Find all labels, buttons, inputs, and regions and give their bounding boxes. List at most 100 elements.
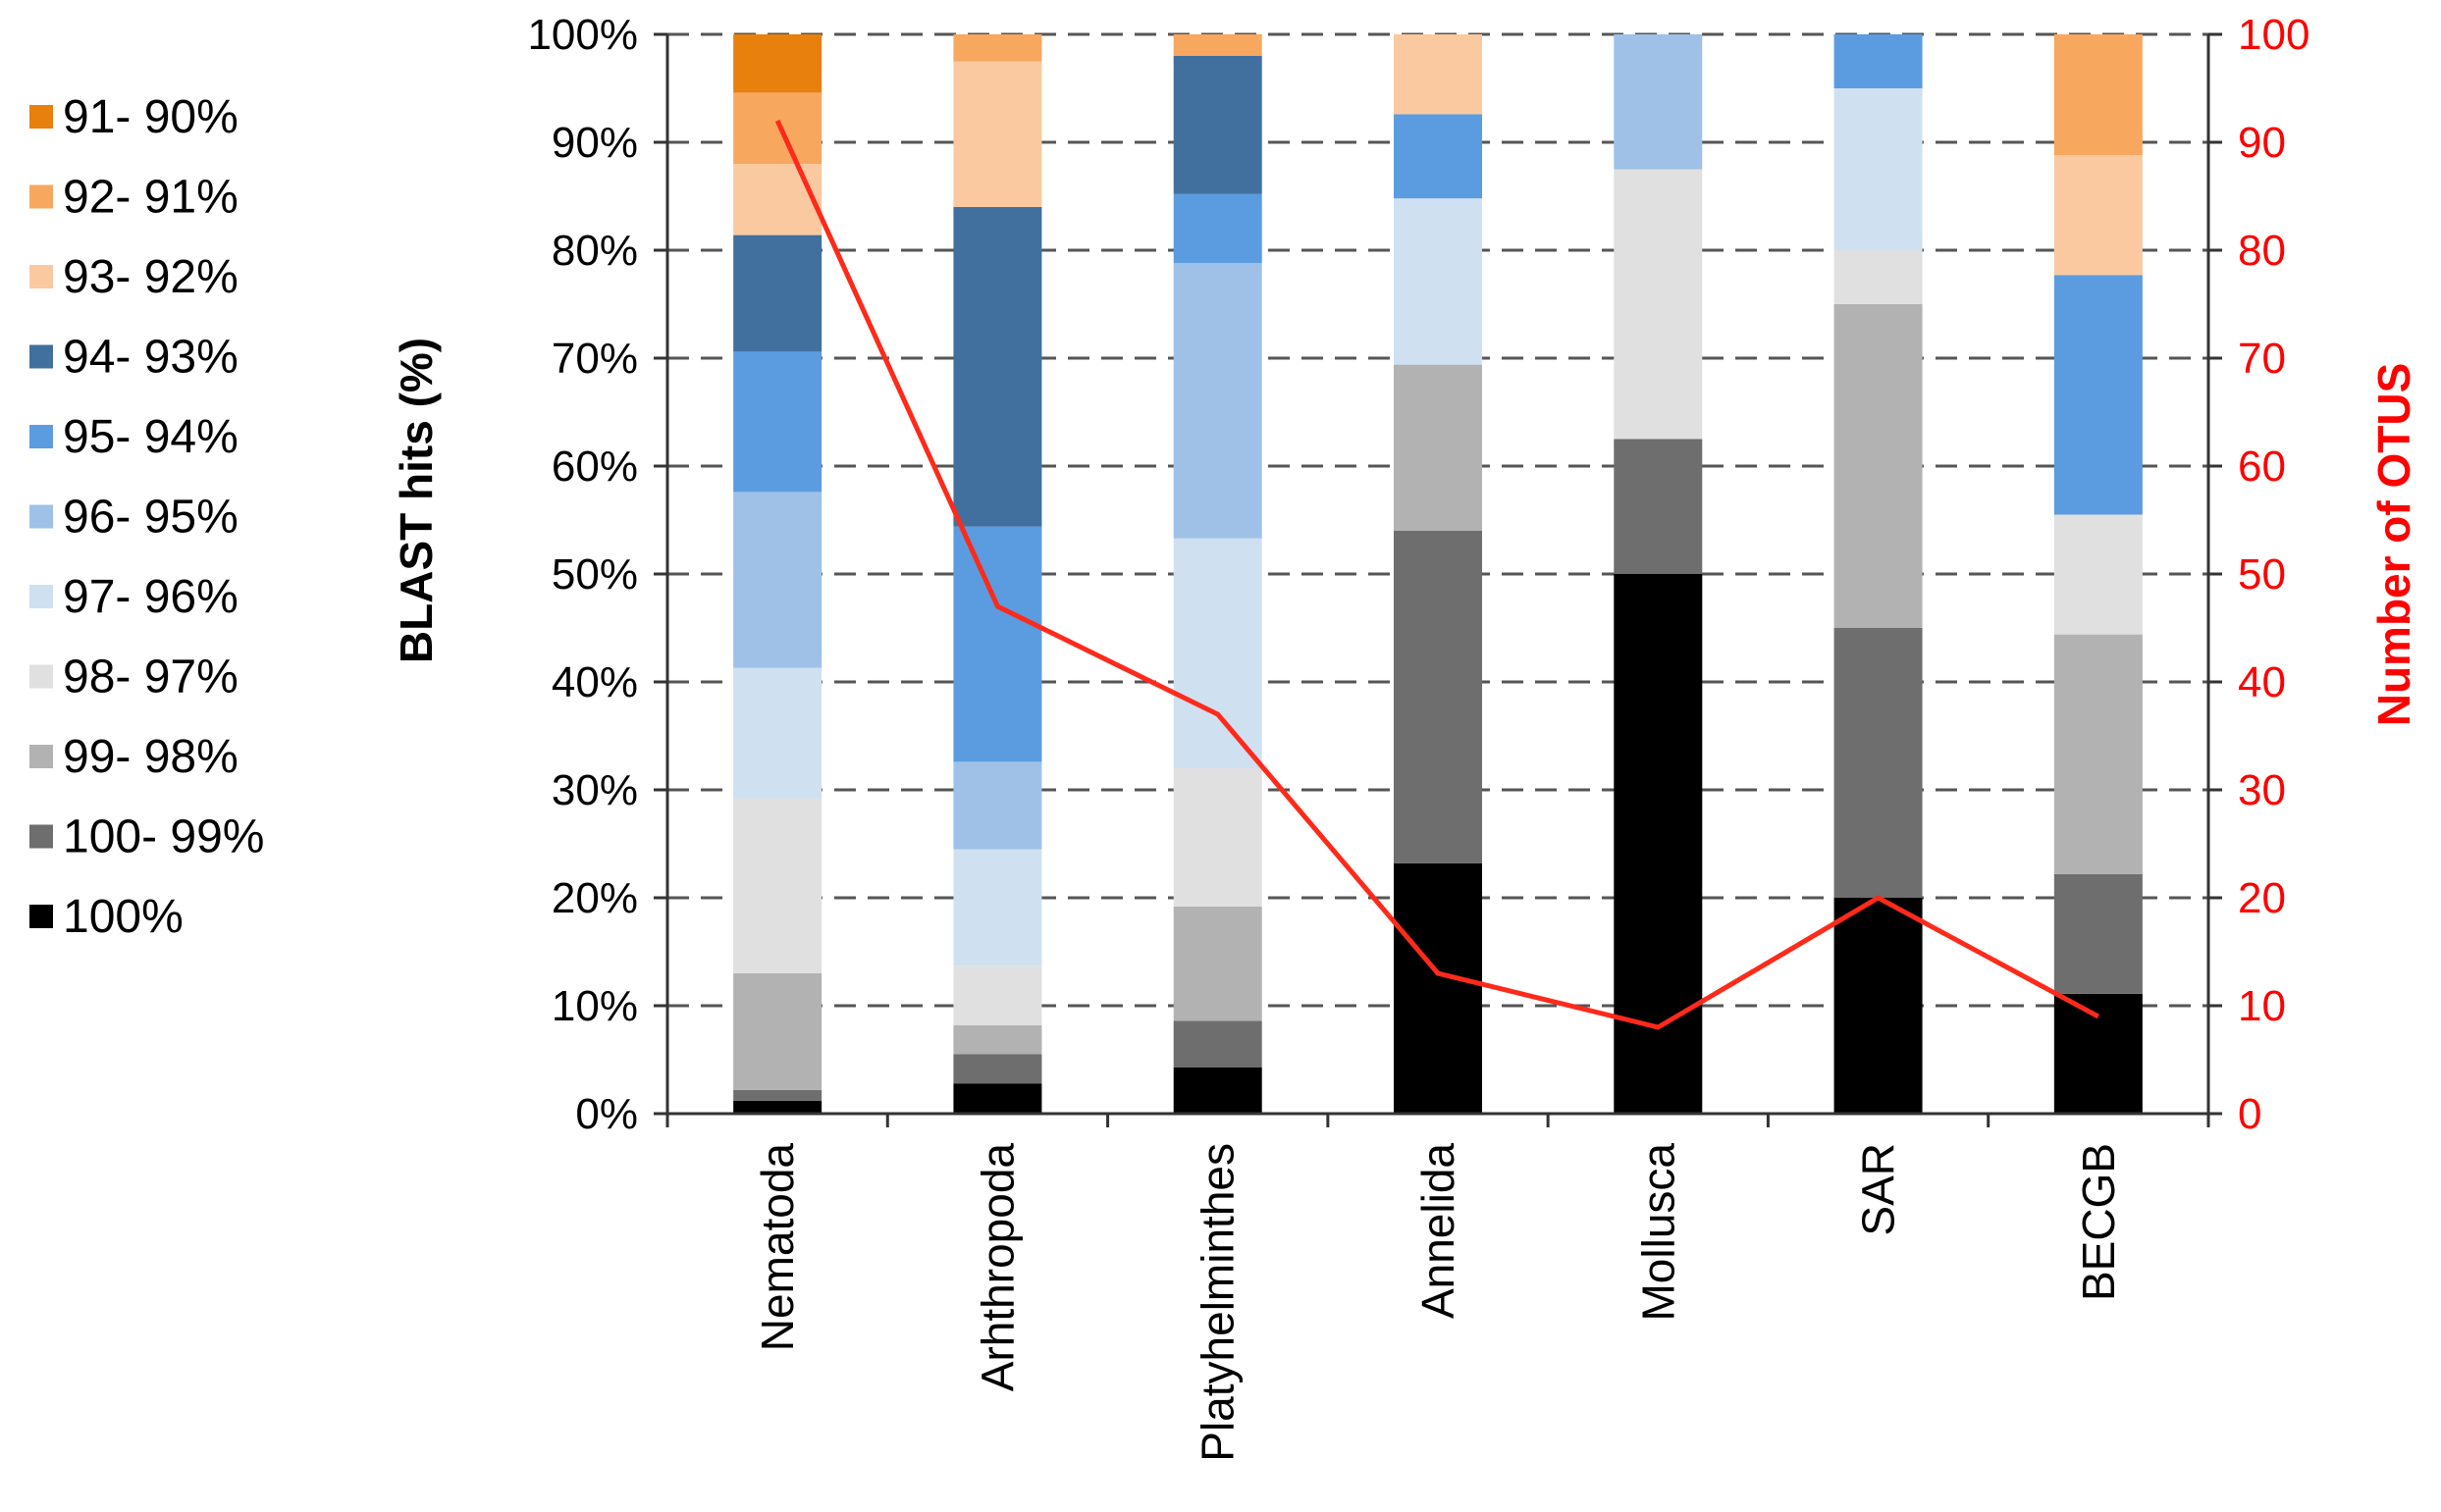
y2-tick-label: 70 <box>2238 335 2286 383</box>
bar-segment <box>733 667 823 799</box>
bar-segment <box>1833 34 1923 88</box>
bar-segment <box>2053 155 2143 276</box>
category-label: Annelida <box>1412 1143 1463 1319</box>
legend-label: 96- 95% <box>63 492 239 544</box>
legend-item: 92- 91% <box>29 172 239 224</box>
bar-segment <box>2053 275 2143 515</box>
legend-label: 99- 98% <box>63 731 239 783</box>
legend-item: 99- 98% <box>29 731 239 783</box>
bar-segment <box>1614 574 1703 1114</box>
legend-item: 94- 93% <box>29 332 239 384</box>
bar-segment <box>1614 439 1703 574</box>
bar-segment <box>733 1100 823 1114</box>
bar-segment <box>1833 628 1923 898</box>
legend-label: 98- 97% <box>63 652 239 704</box>
legend-swatch <box>29 585 53 608</box>
category-label: Platyhelminthes <box>1193 1143 1244 1462</box>
bar-segment <box>953 849 1042 966</box>
category-labels: Nematoda Arhthropoda Platyhelminthes Anneli… <box>752 1143 2124 1462</box>
y-tick-label: 40% <box>552 658 638 706</box>
legend-item: 96- 95% <box>29 492 239 544</box>
legend-label: 100- 99% <box>63 811 264 863</box>
legend: 91- 90% 92- 91% 93- 92% 94- 93% 95- 94% 96- 9… <box>29 91 264 943</box>
bars <box>733 34 2143 1114</box>
bar-segment <box>953 1083 1042 1114</box>
bar-segment <box>733 92 823 164</box>
legend-item: 100% <box>29 891 184 943</box>
legend-swatch <box>29 504 53 529</box>
bar-segment <box>1173 1020 1262 1068</box>
y-tick-label: 90% <box>552 119 638 167</box>
bar-segment <box>2053 873 2143 994</box>
legend-swatch <box>29 425 53 448</box>
category-label: Mollusca <box>1632 1143 1683 1322</box>
y2-tick-label: 100 <box>2238 11 2309 59</box>
bar-segment <box>953 1024 1042 1055</box>
y2-tick-label: 10 <box>2238 982 2286 1030</box>
right-tick-labels: 0 10 20 30 40 50 60 70 80 90 100 <box>2238 11 2309 1138</box>
legend-swatch <box>29 824 53 849</box>
y-tick-label: 30% <box>552 766 638 814</box>
legend-swatch <box>29 265 53 288</box>
otus-line <box>774 119 2100 1030</box>
bar-segment <box>1394 114 1482 199</box>
y-tick-label: 100% <box>527 11 638 59</box>
legend-item: 98- 97% <box>29 652 239 704</box>
bar-segment <box>1614 34 1703 170</box>
bar-segment <box>1833 898 1923 1114</box>
bar-segment <box>1833 250 1923 304</box>
legend-label: 93- 92% <box>63 251 239 303</box>
bar-segment <box>733 1089 823 1101</box>
axes <box>654 32 2222 1127</box>
bar-segment <box>1173 1067 1262 1114</box>
y-tick-label: 10% <box>552 982 638 1030</box>
legend-swatch <box>29 905 53 928</box>
legend-label: 94- 93% <box>63 332 239 384</box>
bar-segment <box>2053 514 2143 635</box>
bar-segment <box>733 973 823 1090</box>
category-label: Arhthropoda <box>972 1143 1023 1392</box>
legend-swatch <box>29 664 53 689</box>
legend-swatch <box>29 344 53 369</box>
bar-segment <box>1173 906 1262 1021</box>
y-tick-label: 80% <box>552 227 638 275</box>
legend-swatch <box>29 184 53 209</box>
y2-tick-label: 0 <box>2238 1090 2261 1138</box>
bar-segment <box>953 526 1042 762</box>
category-label: SAR <box>1853 1143 1904 1236</box>
bar-segment <box>1394 862 1482 1114</box>
y-tick-label: 0% <box>575 1090 638 1138</box>
y2-tick-label: 90 <box>2238 119 2286 167</box>
y-tick-label: 70% <box>552 335 638 383</box>
bar-segment <box>1173 34 1262 56</box>
y2-tick-label: 60 <box>2238 443 2286 491</box>
bar-segment <box>2053 634 2143 874</box>
bar-segment <box>1614 169 1703 440</box>
bar-segment <box>953 34 1042 62</box>
bar-segment <box>1173 193 1262 264</box>
y-tick-label: 20% <box>552 874 638 922</box>
bar-segment <box>2053 34 2143 156</box>
legend-label: 97- 96% <box>63 571 239 623</box>
bar-segment <box>733 164 823 235</box>
legend-item: 100- 99% <box>29 811 264 863</box>
legend-label: 100% <box>63 891 184 943</box>
bar-segment <box>953 1054 1042 1084</box>
bar-segment <box>953 61 1042 207</box>
bar-segment <box>1394 531 1482 863</box>
category-label: BECGB <box>2073 1143 2124 1301</box>
y-tick-label: 60% <box>552 443 638 491</box>
bar-segment <box>733 798 823 973</box>
legend-label: 92- 91% <box>63 172 239 224</box>
category-label: Nematoda <box>752 1143 803 1352</box>
bar-segment <box>953 761 1042 850</box>
legend-label: 91- 90% <box>63 91 239 143</box>
bar-segment <box>1394 364 1482 531</box>
legend-item: 95- 94% <box>29 411 239 463</box>
bar-segment <box>1833 304 1923 628</box>
bar-segment <box>1173 56 1262 194</box>
legend-item: 91- 90% <box>29 91 239 143</box>
legend-swatch <box>29 745 53 768</box>
y2-tick-label: 20 <box>2238 874 2286 922</box>
bar-segment <box>1173 538 1262 768</box>
